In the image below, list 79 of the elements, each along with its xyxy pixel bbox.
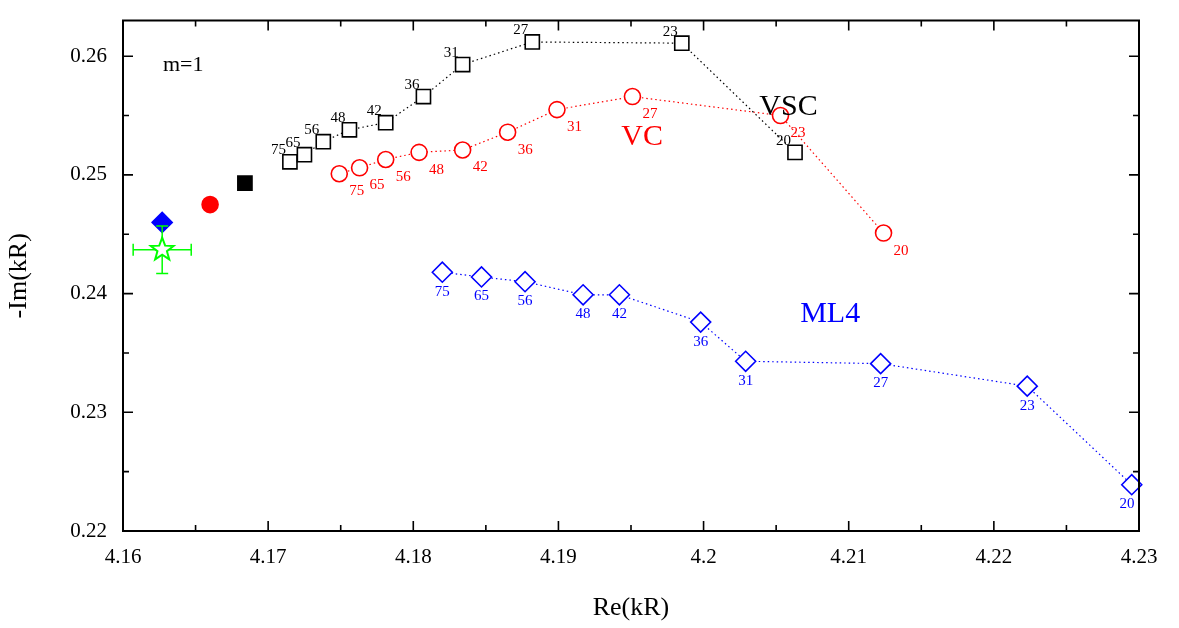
point (787, 144, 803, 161)
point (377, 114, 394, 131)
annotation: 65 (285, 134, 301, 151)
point (514, 270, 536, 293)
annotation: 42 (366, 102, 382, 119)
annotation: 75 (349, 182, 365, 199)
point (454, 56, 471, 73)
point (410, 143, 428, 162)
point (282, 153, 298, 170)
point (548, 100, 566, 119)
point (869, 352, 892, 375)
point (734, 350, 757, 373)
annotation: 42 (611, 305, 627, 322)
point (1120, 473, 1143, 496)
annotation: 36 (404, 76, 420, 92)
point (315, 133, 332, 150)
point (498, 123, 517, 141)
y-tick-label: 0.25 (70, 161, 107, 186)
point (330, 164, 349, 183)
annotation: 27 (873, 374, 889, 391)
annotation: 23 (1019, 396, 1035, 413)
point (296, 146, 313, 163)
annotation: 31 (738, 371, 754, 388)
point (524, 34, 541, 50)
point (453, 141, 472, 159)
annotation: 65 (369, 176, 385, 193)
annotation: 23 (662, 22, 678, 39)
x-tick-label: 4.18 (394, 544, 432, 569)
x-tick-label: 4.16 (104, 544, 142, 569)
annotation: 48 (429, 160, 445, 177)
y-tick-label: 0.23 (70, 398, 107, 423)
point (201, 195, 219, 214)
point (623, 87, 642, 106)
x-tick-label: 4.23 (1120, 544, 1158, 569)
point (673, 35, 690, 52)
annotation: 31 (566, 118, 582, 135)
point (874, 224, 893, 242)
annotation: 75 (434, 282, 450, 299)
y-tick-label: 0.22 (70, 517, 107, 542)
annotation: 20 (1119, 495, 1135, 512)
annotation: 75 (270, 141, 286, 158)
annotation: 56 (395, 167, 412, 184)
annotation: 20 (776, 131, 792, 148)
y-tick-label: 0.26 (70, 42, 107, 67)
annotation: 36 (517, 140, 534, 157)
annotation: 42 (472, 158, 488, 175)
annotation: 48 (330, 109, 346, 126)
annotation: 36 (693, 332, 709, 349)
x-tick-label: 4.2 (690, 544, 717, 569)
y-tick-label: 0.24 (70, 280, 108, 305)
point (149, 236, 175, 261)
annotation: 65 (474, 287, 489, 304)
annotation: m=1 (163, 51, 204, 77)
annotation: 23 (790, 124, 806, 140)
point (470, 266, 493, 288)
point (572, 283, 594, 306)
series-label: VSC (759, 88, 818, 122)
x-tick-label: 4.22 (975, 544, 1013, 569)
point (431, 261, 454, 284)
annotation: 27 (513, 21, 529, 38)
annotation: 48 (575, 305, 591, 322)
annotation: 56 (517, 292, 534, 309)
point (415, 88, 432, 105)
x-axis-title: Re(kR) (592, 592, 670, 622)
annotation: 20 (893, 241, 909, 258)
series-label: ML4 (800, 295, 861, 329)
annotation: 56 (304, 121, 320, 138)
point (237, 175, 253, 192)
point (689, 311, 712, 333)
point (341, 121, 358, 138)
x-tick-label: 4.17 (249, 544, 287, 569)
x-tick-label: 4.19 (540, 544, 577, 569)
point (376, 150, 395, 169)
point (608, 283, 631, 306)
y-axis-title: -Im(kR) (3, 233, 33, 319)
point (350, 158, 369, 177)
x-tick-label: 4.21 (830, 544, 868, 569)
annotation: 31 (443, 43, 459, 60)
point (1016, 375, 1039, 397)
